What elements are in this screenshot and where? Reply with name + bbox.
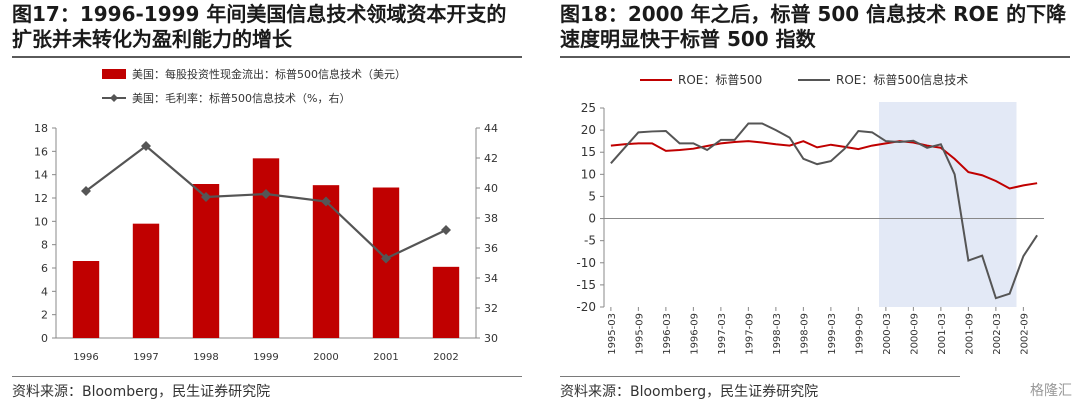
y-tick-label: 5 — [588, 189, 596, 203]
source-note: 资料来源：Bloomberg，民生证券研究院 — [560, 384, 819, 400]
x-tick-label: 1996-09 — [689, 313, 700, 355]
source-divider — [12, 376, 522, 377]
line-point — [141, 141, 151, 151]
y-right-tick-label: 40 — [484, 182, 498, 195]
x-tick-label: 2000-09 — [909, 313, 920, 355]
bar — [432, 266, 460, 338]
x-tick-label: 1999 — [253, 352, 278, 363]
x-tick-label: 2002-09 — [1019, 313, 1030, 355]
x-tick-label: 1998 — [193, 352, 218, 363]
title-line-2: 扩张并未转化为盈利能力的增长 — [12, 27, 292, 51]
title-line-1: 图18：2000 年之后，标普 500 信息技术 ROE 的下降 — [560, 2, 1067, 26]
title-divider — [12, 56, 522, 58]
title-divider — [560, 56, 1070, 58]
x-tick-label: 2000 — [313, 352, 338, 363]
y-left-tick-label: 4 — [41, 285, 48, 298]
y-tick-label: -20 — [576, 300, 596, 314]
left-panel: 图17：1996-1999 年间美国信息技术领域资本开支的 扩张并未转化为盈利能… — [0, 0, 530, 410]
right-panel: 图18：2000 年之后，标普 500 信息技术 ROE 的下降 速度明显快于标… — [548, 0, 1080, 410]
y-left-tick-label: 0 — [41, 332, 48, 345]
x-tick-label: 1999-03 — [827, 313, 838, 355]
y-left-tick-label: 8 — [41, 239, 48, 252]
x-tick-label: 1995-09 — [634, 313, 645, 355]
line-series-roe-sp500 — [610, 140, 1038, 190]
y-left-tick-label: 12 — [34, 192, 48, 205]
shaded-period — [879, 102, 1017, 307]
line-series-roe-it — [610, 122, 1038, 300]
bar — [252, 158, 280, 338]
title-line-2: 速度明显快于标普 500 指数 — [560, 27, 816, 51]
bar — [192, 184, 220, 338]
y-left-tick-label: 10 — [34, 215, 48, 228]
y-right-tick-label: 30 — [484, 332, 498, 345]
x-tick-label: 2002 — [433, 352, 458, 363]
y-right-tick-label: 44 — [484, 122, 498, 135]
bar — [72, 261, 100, 338]
legend-marker-line — [110, 94, 118, 102]
source-divider — [560, 376, 960, 377]
y-right-tick-label: 36 — [484, 242, 498, 255]
watermark-logo: 格隆汇 — [1030, 383, 1072, 399]
x-tick-label: 1998-03 — [772, 313, 783, 355]
capex-margin-chart: 美国：每股投资性现金流出：标普500信息技术（美元） 美国：毛利率：标普500信息… — [34, 67, 498, 363]
legend-label-line: 美国：毛利率：标普500信息技术（%，右） — [132, 91, 350, 105]
y-left-tick-label: 14 — [34, 169, 48, 182]
y-tick-label: 10 — [581, 167, 596, 181]
x-tick-label: 2002-03 — [992, 313, 1003, 355]
y-tick-label: 0 — [588, 212, 596, 226]
x-tick-label: 1996 — [73, 352, 98, 363]
y-left-tick-label: 18 — [34, 122, 48, 135]
x-tick-label: 1995-03 — [607, 313, 618, 355]
y-tick-label: 20 — [581, 123, 596, 137]
y-right-tick-label: 34 — [484, 272, 498, 285]
y-tick-label: -15 — [576, 278, 596, 292]
y-right-tick-label: 38 — [484, 212, 498, 225]
source-note: 资料来源：Bloomberg，民生证券研究院 — [12, 384, 271, 400]
x-tick-label: 2001-03 — [937, 313, 948, 355]
x-tick-label: 1996-03 — [662, 313, 673, 355]
x-tick-label: 1997-03 — [717, 313, 728, 355]
bar — [312, 185, 340, 338]
y-tick-label: 15 — [581, 145, 596, 159]
x-tick-label: 1998-09 — [799, 313, 810, 355]
line-point — [441, 225, 451, 235]
line-point — [201, 192, 211, 202]
line-point — [261, 189, 271, 199]
x-tick-label: 1997-09 — [744, 313, 755, 355]
legend-label-roe-it: ROE：标普500信息技术 — [836, 72, 968, 87]
y-right-tick-label: 42 — [484, 152, 498, 165]
x-tick-label: 2001-09 — [964, 313, 975, 355]
y-left-tick-label: 16 — [34, 145, 48, 158]
x-tick-label: 1999-09 — [854, 313, 865, 355]
y-tick-label: -5 — [584, 234, 596, 248]
line-point — [321, 196, 331, 207]
line-point — [81, 186, 91, 196]
roe-chart: ROE：标普500 ROE：标普500信息技术 -20 -15 -10 -5 0 5 10 15 2… — [576, 72, 1044, 355]
y-tick-label: 25 — [581, 101, 596, 115]
y-left-tick-label: 6 — [41, 262, 48, 275]
y-left-tick-label: 2 — [41, 309, 48, 322]
chart-title-right: 图18：2000 年之后，标普 500 信息技术 ROE 的下降 速度明显快于标… — [560, 2, 1066, 52]
title-line-1: 图17：1996-1999 年间美国信息技术领域资本开支的 — [12, 2, 507, 26]
legend-label-bar: 美国：每股投资性现金流出：标普500信息技术（美元） — [132, 67, 406, 81]
legend-label-roe-sp500: ROE：标普500 — [678, 73, 762, 87]
bar — [132, 223, 160, 338]
line-point — [381, 253, 391, 264]
x-tick-label: 1997 — [133, 352, 158, 363]
x-tick-label: 2000-03 — [882, 313, 893, 355]
y-tick-label: -10 — [576, 256, 596, 270]
x-tick-label: 2001 — [373, 352, 398, 363]
chart-title-left: 图17：1996-1999 年间美国信息技术领域资本开支的 扩张并未转化为盈利能… — [12, 2, 506, 52]
legend-swatch-bar — [102, 69, 126, 79]
y-right-tick-label: 32 — [484, 302, 498, 315]
